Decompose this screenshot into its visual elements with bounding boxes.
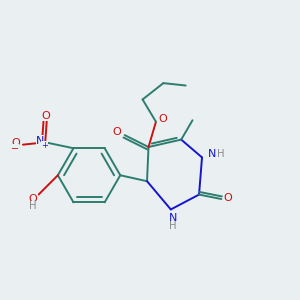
Text: +: + (41, 141, 48, 150)
Text: O: O (158, 114, 167, 124)
Text: H: H (217, 149, 224, 160)
Text: O: O (11, 139, 20, 148)
Text: O: O (224, 194, 232, 203)
Text: −: − (11, 144, 19, 154)
Text: O: O (42, 110, 50, 121)
Text: N: N (208, 149, 216, 160)
Text: N: N (169, 213, 177, 224)
Text: O: O (29, 194, 38, 204)
Text: H: H (169, 221, 177, 231)
Text: N: N (36, 136, 44, 146)
Text: O: O (112, 127, 121, 136)
Text: H: H (29, 201, 37, 211)
